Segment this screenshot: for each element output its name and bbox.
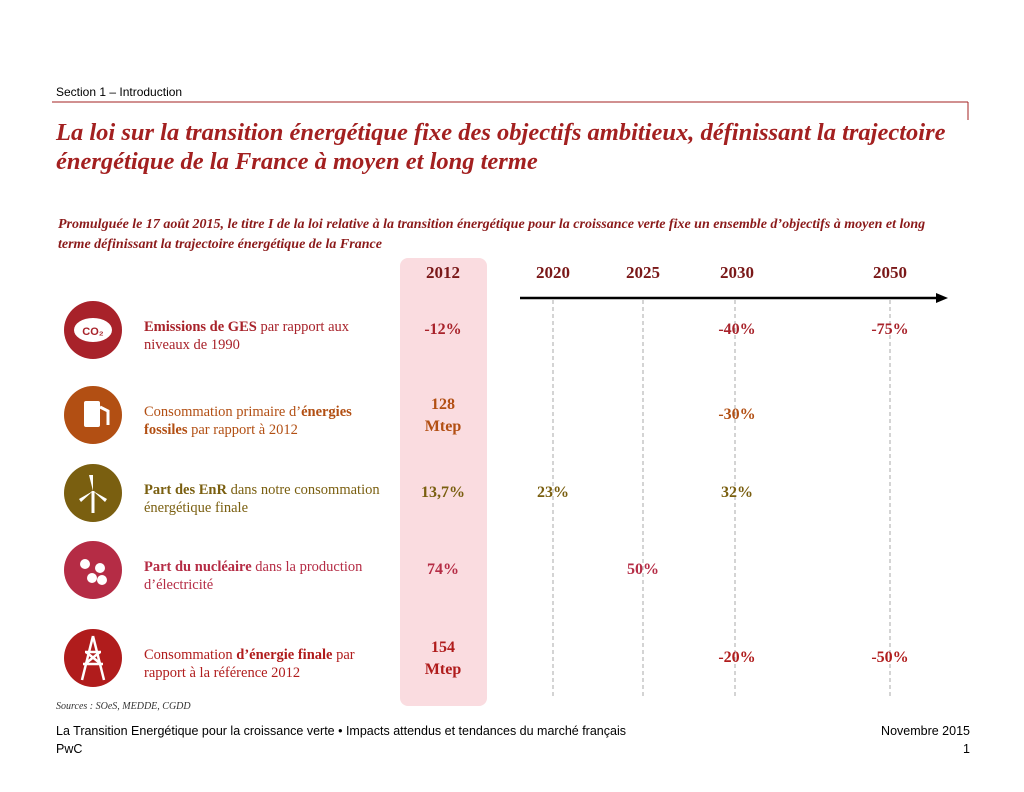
target-value: -30% [718,406,756,423]
sources: Sources : SOeS, MEDDE, CGDD [56,701,191,712]
icon-part [79,475,107,502]
arrow-head [936,293,948,303]
label-segment: d’énergie finale [236,647,333,663]
page-number: 1 [963,742,970,756]
year-header: 2020 [536,263,570,282]
year-header: 2025 [626,263,660,282]
target-value: 32% [721,484,753,501]
label-segment: Emissions de GES [144,319,257,335]
highlight-column [400,258,487,706]
label-segment: par rapport aux niveaux de 1990 [144,319,350,353]
row-label: Emissions de GES par rapport aux niveaux… [144,318,389,354]
row-icon [64,629,122,687]
target-value: -12% [424,321,462,338]
label-segment: dans la production d’électricité [144,559,363,593]
row-icon [64,541,122,599]
year-header: 2012 [426,263,460,282]
row-icon: CO₂ [64,301,122,359]
label-segment: par rapport à 2012 [187,422,298,438]
icon-part [97,575,107,585]
row-label: Consommation primaire d’énergies fossile… [144,403,389,439]
label-segment: dans notre consommation énergétique fina… [144,482,380,516]
row-icon [64,464,122,522]
label-segment: Consommation [144,647,237,663]
title: La loi sur la transition énergétique fix… [56,119,946,175]
icon-part [64,541,122,599]
footer-text: La Transition Energétique pour la croiss… [56,724,626,738]
icon-part [80,559,90,569]
target-value: 50% [627,561,659,578]
target-value: -50% [871,649,909,666]
row-label: Part des EnR dans notre consommation éne… [144,481,389,517]
target-value: -75% [871,321,909,338]
year-header: 2050 [873,263,907,282]
icon-part [80,635,106,681]
target-value: 23% [537,484,569,501]
icon-label: CO₂ [82,326,104,338]
icon-part [74,318,112,342]
label-segment: Part du nucléaire [144,559,252,575]
label-segment: Part des EnR [144,482,227,498]
section-label: Section 1 – Introduction [56,85,183,99]
footer-date: Novembre 2015 [881,724,970,738]
row-label: Consommation d’énergie finale par rappor… [144,646,389,682]
timeline-guides [552,300,891,698]
label-segment: par rapport à la référence 2012 [144,647,355,681]
target-value: 74% [427,561,459,578]
icon-part [99,405,110,425]
icon-part [87,573,97,583]
target-value: -40% [718,321,756,338]
year-header: 2030 [720,263,754,282]
label-segment: Consommation primaire d’ [144,404,302,420]
subtitle: Promulguée le 17 août 2015, le titre I d… [58,217,926,252]
icon-part [84,401,100,427]
target-value: 13,7% [421,484,465,501]
row-label: Part du nucléaire dans la production d’é… [144,558,389,594]
row-icon [64,386,122,444]
label-segment: énergies fossiles [144,404,352,438]
footer-company: PwC [56,742,83,756]
target-value: -20% [718,649,756,666]
target-value: 154 Mtep [424,639,462,678]
target-value: 128 Mtep [424,396,462,435]
icon-part [95,563,105,573]
